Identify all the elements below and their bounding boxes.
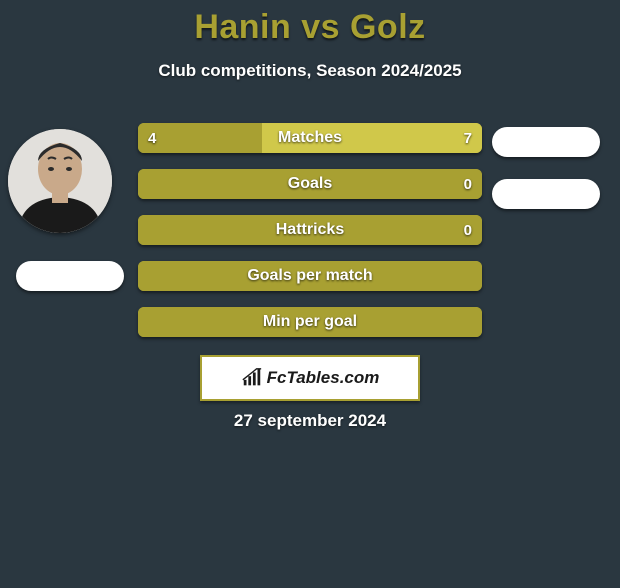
stat-row: Min per goal bbox=[138, 307, 482, 337]
stat-label: Goals per match bbox=[138, 261, 482, 291]
stat-label: Hattricks bbox=[138, 215, 482, 245]
stat-right-value: 0 bbox=[454, 169, 482, 199]
brand-text: FcTables.com bbox=[267, 368, 380, 388]
stat-right-value: 7 bbox=[454, 123, 482, 153]
snapshot-date: 27 september 2024 bbox=[0, 411, 620, 431]
player-left-avatar bbox=[8, 129, 112, 233]
stat-row: Hattricks0 bbox=[138, 215, 482, 245]
stat-left-value: 4 bbox=[138, 123, 166, 153]
brand-box[interactable]: FcTables.com bbox=[200, 355, 420, 401]
comparison-stage: Matches47Goals0Hattricks0Goals per match… bbox=[0, 109, 620, 155]
stat-right-value: 0 bbox=[454, 215, 482, 245]
player-right-club-badge bbox=[492, 179, 600, 209]
stat-row: Goals0 bbox=[138, 169, 482, 199]
stat-label: Matches bbox=[138, 123, 482, 153]
comparison-title: Hanin vs Golz bbox=[0, 8, 620, 47]
stat-row: Goals per match bbox=[138, 261, 482, 291]
stat-bars: Matches47Goals0Hattricks0Goals per match… bbox=[138, 123, 482, 353]
stat-row: Matches4 7 bbox=[138, 123, 482, 153]
player-right-avatar-badge bbox=[492, 127, 600, 157]
player-left-club-badge bbox=[16, 261, 124, 291]
bar-chart-icon bbox=[241, 367, 263, 389]
comparison-subtitle: Club competitions, Season 2024/2025 bbox=[0, 61, 620, 81]
stat-label: Min per goal bbox=[138, 307, 482, 337]
stat-label: Goals bbox=[138, 169, 482, 199]
